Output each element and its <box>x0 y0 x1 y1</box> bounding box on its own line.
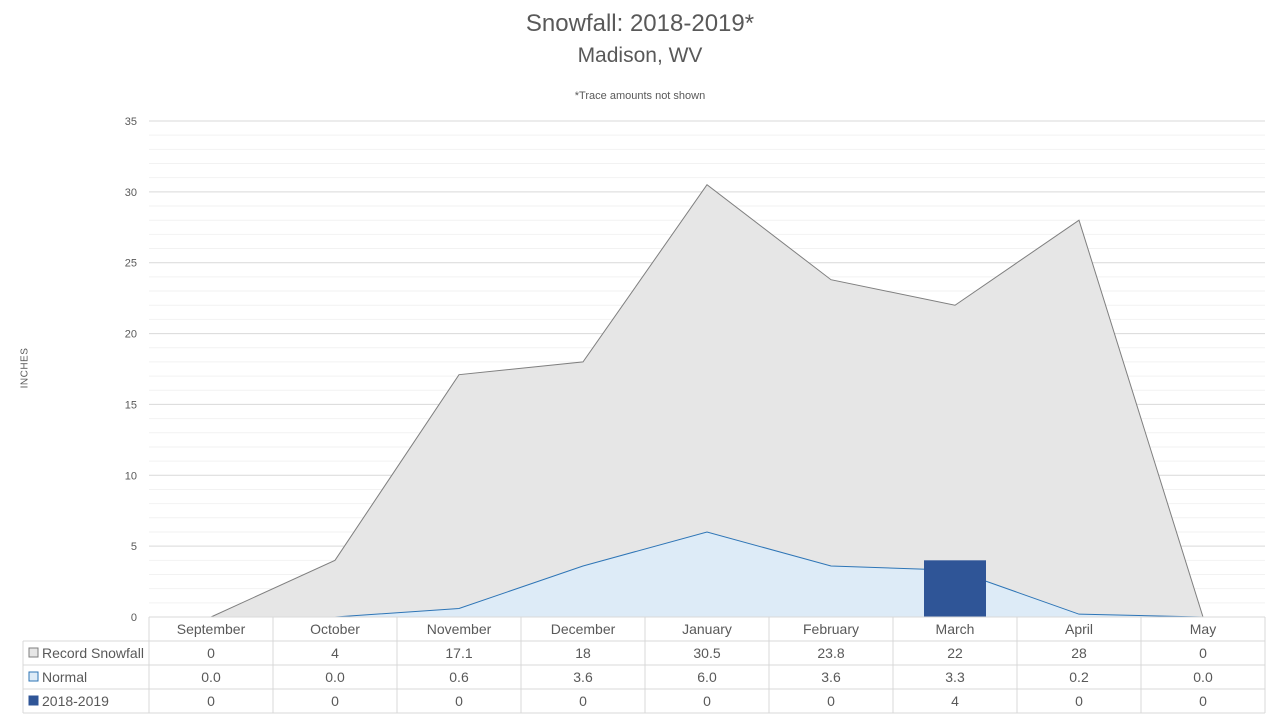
y-tick-label: 20 <box>125 329 137 341</box>
x-tick-label: March <box>936 621 975 637</box>
chart-subtitle: Madison, WV <box>577 44 703 67</box>
table-cell-value: 0 <box>455 693 463 709</box>
table-cell-value: 3.6 <box>821 669 841 685</box>
table-cell-value: 6.0 <box>697 669 717 685</box>
table-cell-value: 3.3 <box>945 669 965 685</box>
legend-label: Record Snowfall <box>42 645 144 661</box>
y-tick-label: 0 <box>131 612 137 624</box>
table-cell-value: 0.6 <box>449 669 469 685</box>
table-cell-value: 0.2 <box>1069 669 1089 685</box>
table-cell-value: 0 <box>1199 693 1207 709</box>
y-tick-label: 15 <box>125 399 137 411</box>
table-cell-value: 0 <box>207 645 215 661</box>
table-cell-value: 30.5 <box>693 645 720 661</box>
table-cell-value: 4 <box>951 693 959 709</box>
y-tick-label: 30 <box>125 187 137 199</box>
x-tick-label: December <box>551 621 616 637</box>
y-tick-label: 35 <box>125 116 137 128</box>
legend-key <box>28 695 39 706</box>
chart-title: Snowfall: 2018-2019* <box>525 10 755 37</box>
table-cell-value: 0 <box>331 693 339 709</box>
area-fill-record-snowfall <box>211 184 1203 617</box>
table-cell-value: 18 <box>575 645 591 661</box>
table-cell-value: 0 <box>207 693 215 709</box>
table-cell-value: 28 <box>1071 645 1087 661</box>
table-cell-value: 22 <box>947 645 963 661</box>
y-tick-label: 5 <box>131 541 137 553</box>
table-cell-value: 0.0 <box>1193 669 1213 685</box>
table-cell-value: 0.0 <box>325 669 345 685</box>
legend-label: 2018-2019 <box>42 693 109 709</box>
table-cell-value: 0 <box>579 693 587 709</box>
table-cell-value: 0 <box>703 693 711 709</box>
x-tick-label: October <box>310 621 360 637</box>
table-cell-value: 3.6 <box>573 669 593 685</box>
table-cell-value: 0 <box>1075 693 1083 709</box>
y-tick-label: 25 <box>125 258 137 270</box>
y-tick-label: 10 <box>125 470 137 482</box>
x-tick-label: January <box>682 621 732 637</box>
legend-label: Normal <box>42 669 87 685</box>
table-cell-value: 0 <box>1199 645 1207 661</box>
table-cell-value: 4 <box>331 645 339 661</box>
legend-key <box>28 671 39 682</box>
legend-key <box>28 647 39 658</box>
x-tick-label: November <box>427 621 492 637</box>
chart-note: *Trace amounts not shown <box>574 90 706 102</box>
area-line-record-snowfall <box>210 184 1204 618</box>
area-line-normal <box>211 531 1204 618</box>
table-cell-value: 23.8 <box>817 645 844 661</box>
table-cell-value: 17.1 <box>445 645 472 661</box>
bar-2018-2019 <box>924 560 986 617</box>
table-cell-value: 0.0 <box>201 669 221 685</box>
x-tick-label: February <box>803 621 859 637</box>
x-tick-label: May <box>1190 621 1216 637</box>
table-cell-value: 0 <box>827 693 835 709</box>
x-tick-label: September <box>177 621 246 637</box>
x-tick-label: April <box>1065 621 1093 637</box>
